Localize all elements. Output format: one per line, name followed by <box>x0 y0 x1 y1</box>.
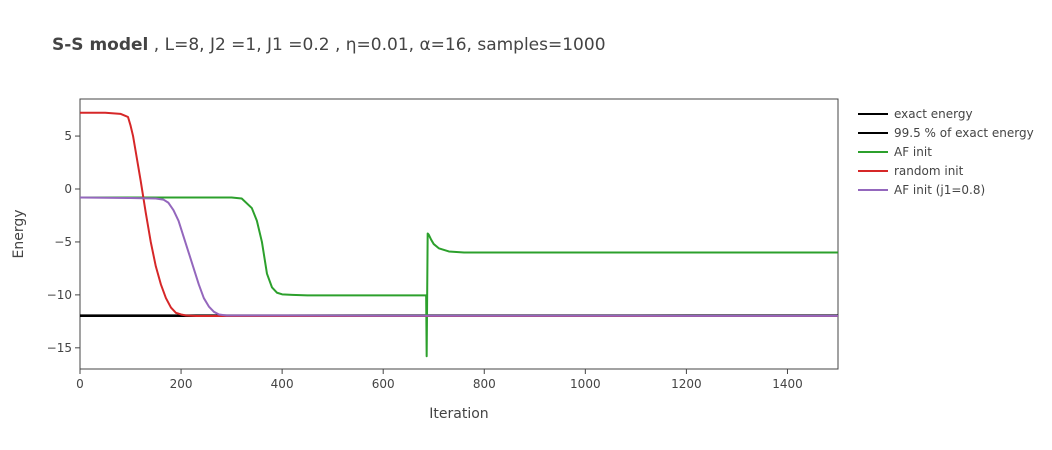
x-tick-label: 200 <box>170 377 193 391</box>
x-tick-label: 600 <box>372 377 395 391</box>
plot-frame <box>79 98 839 370</box>
x-tick-label: 0 <box>76 377 84 391</box>
legend-label-0: exact energy <box>894 107 973 121</box>
x-tick-label: 1200 <box>671 377 702 391</box>
y-tick-label: 0 <box>64 182 72 196</box>
y-tick-label: −15 <box>47 341 72 355</box>
y-tick-label: −10 <box>47 288 72 302</box>
series-line-3 <box>80 111 838 318</box>
legend-label-4: AF init (j1=0.8) <box>894 183 985 197</box>
chart-title: S-S model , L=8, J2 =1, J1 =0.2 , η=0.01… <box>52 35 606 55</box>
x-tick-label: 800 <box>473 377 496 391</box>
x-axis-title: Iteration <box>429 406 488 422</box>
x-tick-label: 1000 <box>570 377 601 391</box>
series-line-4 <box>79 196 838 317</box>
y-axis-title: Energy <box>11 209 27 258</box>
series-layer <box>79 111 838 358</box>
legend-label-3: random init <box>894 164 964 178</box>
series-line-2 <box>80 196 838 358</box>
legend: exact energy 99.5 % of exact energy AF ini… <box>858 107 1034 197</box>
y-axis-ticks: 5 0 −5 −10 −15 <box>47 129 80 355</box>
x-tick-label: 400 <box>271 377 294 391</box>
x-tick-label: 1400 <box>772 377 803 391</box>
y-tick-label: 5 <box>64 129 72 143</box>
chart-title-params: , L=8, J2 =1, J1 =0.2 , η=0.01, α=16, sa… <box>148 35 605 55</box>
chart-title-bold: S-S model <box>52 35 148 55</box>
y-tick-label: −5 <box>54 235 72 249</box>
x-axis-ticks: 0 200 400 600 800 1000 1200 1400 <box>76 369 803 391</box>
legend-label-2: AF init <box>894 145 932 159</box>
legend-label-1: 99.5 % of exact energy <box>894 126 1034 140</box>
